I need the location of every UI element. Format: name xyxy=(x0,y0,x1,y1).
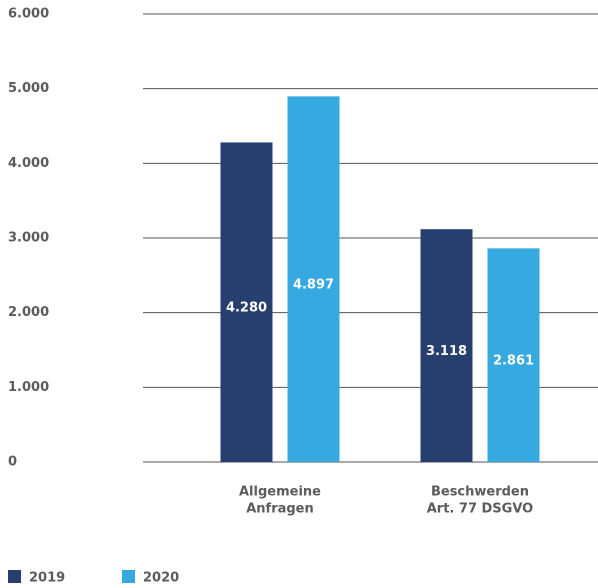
bar xyxy=(420,229,473,462)
data-label: 3.118 xyxy=(426,344,467,359)
legend-swatch xyxy=(122,570,135,583)
x-tick-label: Art. 77 DSGVO xyxy=(427,502,533,517)
y-tick-label: 5.000 xyxy=(8,81,49,96)
y-tick-label: 3.000 xyxy=(8,231,49,246)
y-tick-label: 6.000 xyxy=(8,7,49,22)
x-tick-label: Allgemeine xyxy=(239,485,321,500)
y-tick-label: 1.000 xyxy=(8,380,49,395)
legend-label: 2019 xyxy=(29,571,65,586)
x-tick-label: Beschwerden xyxy=(431,485,529,500)
y-tick-label: 2.000 xyxy=(8,305,49,320)
legend-swatch xyxy=(8,570,21,583)
y-tick-label: 0 xyxy=(8,455,17,470)
bar xyxy=(487,248,540,462)
bar xyxy=(287,96,340,462)
y-tick-label: 4.000 xyxy=(8,156,49,171)
data-label: 4.897 xyxy=(293,278,334,293)
legend-label: 2020 xyxy=(143,571,179,586)
data-label: 4.280 xyxy=(226,301,267,316)
data-label: 2.861 xyxy=(493,354,534,369)
bar xyxy=(220,142,273,462)
x-tick-label: Anfragen xyxy=(246,502,314,517)
